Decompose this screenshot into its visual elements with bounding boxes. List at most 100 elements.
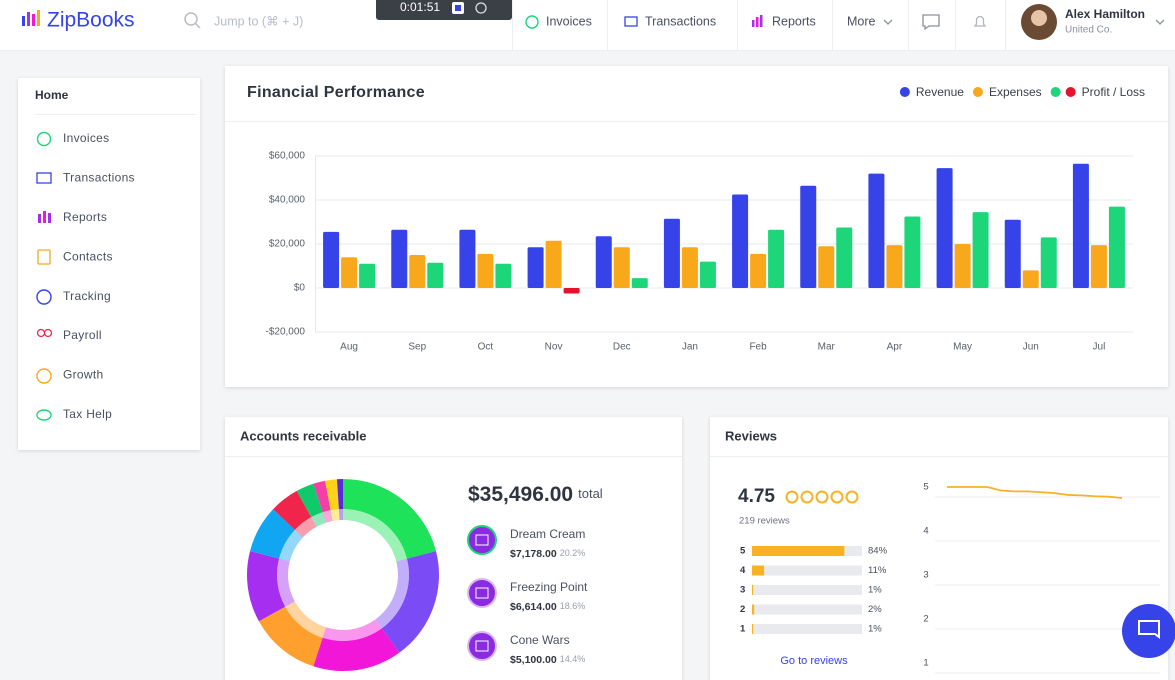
more-chevron (883, 19, 893, 25)
rating-bar (752, 585, 754, 595)
logo[interactable]: ZipBooks (47, 9, 135, 32)
bar (323, 231, 340, 288)
client-name[interactable]: Freezing Point (510, 580, 588, 594)
legend-swatch (1065, 87, 1076, 97)
bar (1108, 206, 1125, 288)
receivable-total: $35,496.00 total (468, 483, 603, 506)
client-amount-row: $6,614.00 18.6% (510, 601, 585, 613)
x-tick-label: Dec (613, 342, 631, 353)
donut-segment (313, 628, 400, 671)
client-amount: $7,178.00 (510, 548, 557, 560)
bar (613, 247, 630, 288)
bell-icon[interactable] (973, 15, 987, 27)
sidebar-item[interactable]: Transactions (63, 171, 135, 185)
y-tick-label: 1 (923, 658, 928, 669)
donut-segment (250, 509, 295, 559)
reviews-title: Reviews (725, 428, 777, 443)
client-name[interactable]: Cone Wars (510, 633, 570, 647)
rating-level: 4 (740, 565, 746, 576)
bar (868, 173, 885, 288)
donut-inner-ring (294, 517, 317, 538)
client-name[interactable]: Dream Cream (510, 527, 585, 541)
bar (631, 278, 648, 288)
legend-label: Profit / Loss (1082, 85, 1145, 99)
x-tick-label: Jun (1023, 342, 1039, 353)
rating-level: 1 (740, 624, 746, 635)
user-company: United Co. (1065, 25, 1112, 36)
bar (886, 245, 903, 288)
y-tick-label: 2 (923, 614, 928, 625)
client-amount-row: $7,178.00 20.2% (510, 548, 585, 560)
bar (699, 261, 716, 288)
donut-segment (273, 490, 312, 530)
sidebar-item[interactable]: Invoices (63, 131, 109, 145)
bar (768, 229, 785, 288)
review-count: 219 reviews (739, 516, 790, 527)
x-tick-label: Mar (818, 342, 836, 353)
reports-icon (752, 15, 763, 27)
donut-segment (336, 479, 343, 510)
client-badge-icon (475, 587, 489, 599)
x-tick-label: Jan (682, 342, 698, 353)
rating-track (752, 585, 862, 595)
user-name[interactable]: Alex Hamilton (1065, 7, 1145, 21)
nav-transactions[interactable]: Transactions (645, 14, 716, 28)
rating-stars (785, 490, 859, 504)
x-tick-label: Feb (749, 342, 767, 353)
user-chevron[interactable] (1155, 19, 1165, 25)
chat-icon[interactable] (922, 14, 940, 31)
sidebar-title[interactable]: Home (35, 88, 69, 102)
bar (595, 236, 612, 288)
sidebar-item[interactable]: Reports (63, 210, 107, 224)
y-tick-label: 4 (923, 526, 928, 537)
donut-inner-ring (277, 558, 295, 607)
x-tick-label: Jul (1093, 342, 1106, 353)
legend-swatch (1050, 87, 1061, 97)
client-amount: $6,614.00 (510, 601, 557, 613)
nav-more[interactable]: More (847, 14, 876, 28)
x-tick-label: Aug (340, 342, 358, 353)
client-badge-icon (475, 640, 489, 652)
sidebar-item[interactable]: Tracking (63, 289, 111, 303)
x-tick-label: Sep (408, 342, 426, 353)
rating-level: 5 (740, 546, 746, 557)
y-tick-label: -$20,000 (266, 327, 306, 338)
receivable-title: Accounts receivable (240, 428, 366, 443)
bar (954, 244, 971, 288)
y-tick-label: 3 (923, 570, 928, 581)
donut-segment (381, 551, 439, 653)
rating-line (947, 486, 1123, 499)
sidebar-item[interactable]: Payroll (63, 328, 102, 342)
stopwatch-icon[interactable] (475, 2, 487, 14)
rating-pct: 11% (868, 565, 887, 576)
x-tick-label: Apr (887, 342, 903, 353)
legend-swatch (899, 87, 910, 97)
y-tick-label: 5 (923, 482, 928, 493)
sidebar-item[interactable]: Contacts (63, 249, 113, 263)
rating-track (752, 604, 862, 615)
rating-pct: 2% (868, 604, 882, 615)
nav-separators (512, 0, 1006, 50)
bar (1090, 245, 1107, 288)
rating-track (752, 624, 862, 634)
bar (1040, 237, 1057, 288)
sidebar-item[interactable]: Growth (63, 368, 103, 382)
sidebar-item[interactable]: Tax Help (63, 407, 112, 421)
bar (936, 168, 953, 288)
search-input[interactable]: Jump to (⌘ + J) (214, 14, 303, 28)
donut-inner-ring (322, 510, 333, 523)
donut-inner-ring (343, 509, 407, 562)
donut-inner-ring (311, 512, 327, 527)
rating-bar (752, 565, 765, 576)
chat-launcher[interactable] (1122, 604, 1175, 658)
bar (427, 262, 444, 288)
nav-invoices[interactable]: Invoices (546, 14, 592, 28)
reviews-link[interactable]: Go to reviews (780, 655, 848, 667)
client-share: 20.2% (560, 548, 586, 558)
client-amount-row: $5,100.00 14.4% (510, 654, 585, 666)
financial-card (225, 66, 1168, 387)
rating-pct: 1% (868, 624, 882, 635)
nav-reports[interactable]: Reports (772, 14, 816, 28)
legend-swatch (972, 87, 983, 97)
